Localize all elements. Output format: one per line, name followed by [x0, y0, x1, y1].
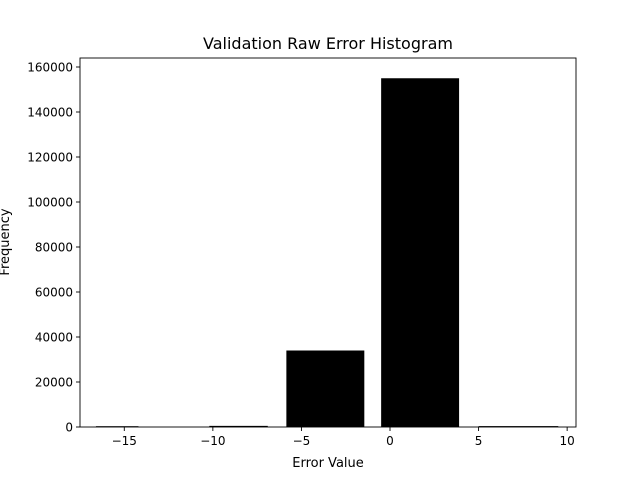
histogram-bars [95, 78, 559, 427]
y-tick-label: 140000 [27, 106, 73, 120]
y-axis-ticks: 0 20000 40000 60000 80000 100000 120000 140000 1… [27, 61, 80, 435]
x-tick-label: −10 [200, 434, 225, 448]
y-tick-label: 40000 [35, 331, 73, 345]
x-tick-label: −15 [112, 434, 137, 448]
chart-title: Validation Raw Error Histogram [203, 34, 453, 53]
x-tick-label: −5 [293, 434, 311, 448]
x-axis-ticks: −15 −10 −5 0 5 10 [112, 427, 575, 448]
y-tick-label: 20000 [35, 376, 73, 390]
histogram-bar [286, 350, 365, 427]
y-tick-label: 60000 [35, 286, 73, 300]
y-axis-label: Frequency [0, 208, 13, 275]
y-tick-label: 80000 [35, 241, 73, 255]
y-tick-label: 0 [65, 421, 73, 435]
y-tick-label: 120000 [27, 151, 73, 165]
histogram-bar [381, 78, 460, 427]
y-tick-label: 100000 [27, 196, 73, 210]
y-tick-label: 160000 [27, 61, 73, 75]
x-tick-label: 10 [560, 434, 575, 448]
x-axis-label: Error Value [292, 456, 364, 471]
x-tick-label: 5 [475, 434, 483, 448]
x-tick-label: 0 [386, 434, 394, 448]
plot-frame [79, 57, 577, 428]
histogram-bar [209, 425, 268, 427]
histogram-bar [478, 426, 559, 427]
